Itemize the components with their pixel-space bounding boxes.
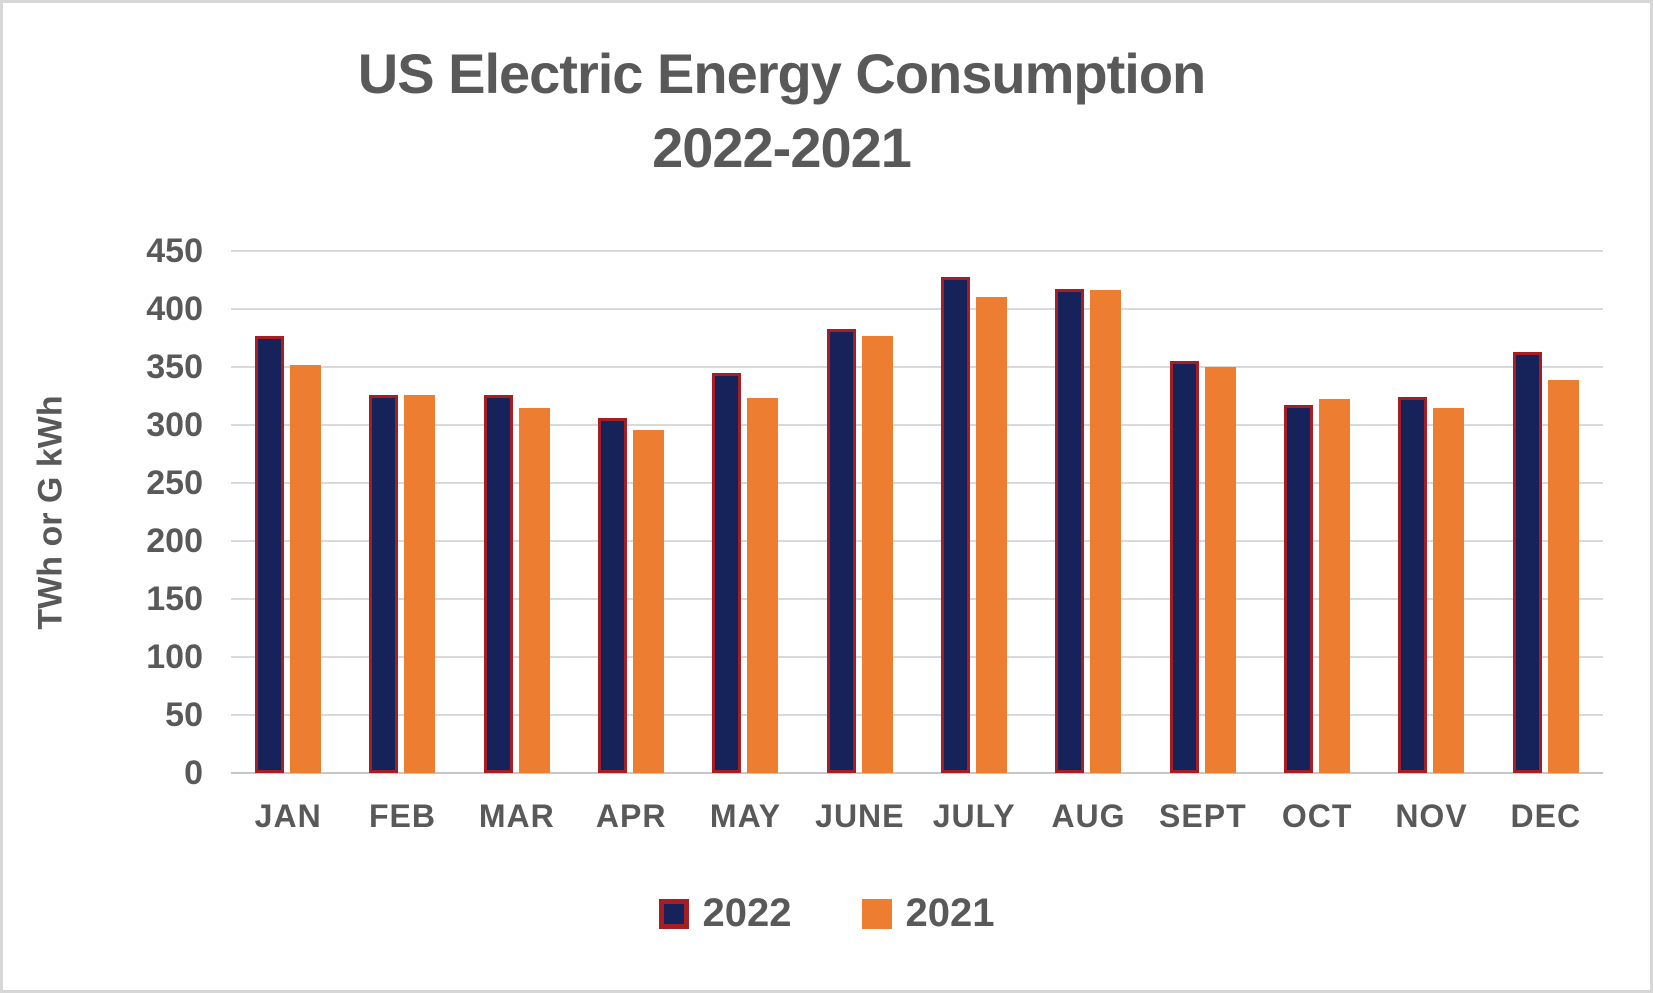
- bar-2021-dec: [1547, 379, 1579, 773]
- bar-group-jan: [231, 251, 345, 773]
- y-tick-label: 350: [146, 348, 203, 386]
- x-axis-label-feb: FEB: [368, 798, 436, 834]
- bar-2022-sept: [1169, 361, 1199, 773]
- x-axis-label-jan: JAN: [254, 798, 322, 834]
- bar-2022-apr: [598, 418, 628, 773]
- gridline: [231, 656, 1603, 658]
- bar-2021-july: [976, 297, 1008, 773]
- legend-swatch-2021: [861, 898, 892, 929]
- y-tick-label: 250: [146, 464, 203, 502]
- x-axis-label-apr: APR: [595, 798, 667, 834]
- x-axis-label-mar: MAR: [478, 798, 555, 834]
- bar-2021-june: [861, 335, 893, 773]
- legend: 2022 2021: [3, 891, 1650, 936]
- bar-2021-feb: [404, 394, 436, 773]
- y-tick-label: 200: [146, 522, 203, 560]
- legend-label-2021: 2021: [905, 891, 995, 935]
- x-axis-label-july: JULY: [932, 798, 1016, 834]
- bar-2021-oct: [1319, 399, 1351, 773]
- chart-title-block: US Electric Energy Consumption 2022-2021: [3, 37, 1560, 185]
- gridline: [231, 250, 1603, 252]
- y-tick-label: 400: [146, 290, 203, 328]
- gridline: [231, 424, 1603, 426]
- bar-2022-may: [712, 372, 742, 773]
- bar-group-nov: [1374, 251, 1488, 773]
- chart-subtitle: 2022-2021: [652, 116, 912, 179]
- bar-2022-jan: [255, 335, 285, 773]
- y-tick-label: 0: [184, 754, 203, 792]
- bar-2022-feb: [369, 394, 399, 773]
- bar-group-july: [917, 251, 1031, 773]
- bar-group-sept: [1146, 251, 1260, 773]
- bar-2022-dec: [1512, 351, 1542, 773]
- bar-2021-aug: [1090, 290, 1122, 773]
- y-tick-label: 450: [146, 232, 203, 270]
- bar-group-oct: [1260, 251, 1374, 773]
- gridline: [231, 714, 1603, 716]
- bar-2022-mar: [483, 394, 513, 773]
- chart-title: US Electric Energy Consumption: [357, 42, 1207, 105]
- bar-group-aug: [1031, 251, 1145, 773]
- bar-2022-aug: [1055, 289, 1085, 773]
- legend-label-2022: 2022: [702, 891, 792, 935]
- bar-group-dec: [1489, 251, 1603, 773]
- bar-2022-june: [826, 328, 856, 773]
- bar-group-may: [688, 251, 802, 773]
- x-axis-label-may: MAY: [709, 798, 782, 834]
- bar-group-feb: [345, 251, 459, 773]
- bar-2021-nov: [1433, 407, 1465, 773]
- gridline: [231, 308, 1603, 310]
- x-axis-line: [231, 772, 1603, 774]
- gridline: [231, 598, 1603, 600]
- bar-2021-sept: [1204, 367, 1236, 773]
- bar-group-apr: [574, 251, 688, 773]
- bar-2022-nov: [1398, 397, 1428, 773]
- legend-item-2021: 2021: [861, 891, 995, 936]
- x-axis-label-sept: SEPT: [1159, 798, 1247, 834]
- y-tick-label: 300: [146, 406, 203, 444]
- y-tick-label: 150: [146, 580, 203, 618]
- bar-2021-may: [747, 398, 779, 773]
- y-tick-label: 50: [165, 696, 203, 734]
- bar-2021-mar: [518, 407, 550, 773]
- gridline: [231, 482, 1603, 484]
- x-axis-label-nov: NOV: [1395, 798, 1468, 834]
- bar-2022-july: [941, 276, 971, 773]
- bar-group-mar: [460, 251, 574, 773]
- legend-swatch-2022: [658, 898, 689, 929]
- gridline: [231, 540, 1603, 542]
- bar-2021-jan: [290, 364, 322, 773]
- bar-group-june: [803, 251, 917, 773]
- x-axis-label-dec: DEC: [1510, 798, 1582, 834]
- gridline: [231, 366, 1603, 368]
- bar-2021-apr: [633, 429, 665, 773]
- legend-item-2022: 2022: [658, 891, 792, 936]
- x-axis-label-june: JUNE: [815, 798, 905, 834]
- bar-2022-oct: [1284, 405, 1314, 773]
- x-axis-label-aug: AUG: [1051, 798, 1126, 834]
- x-axis-label-oct: OCT: [1281, 798, 1353, 834]
- y-tick-label: 100: [146, 638, 203, 676]
